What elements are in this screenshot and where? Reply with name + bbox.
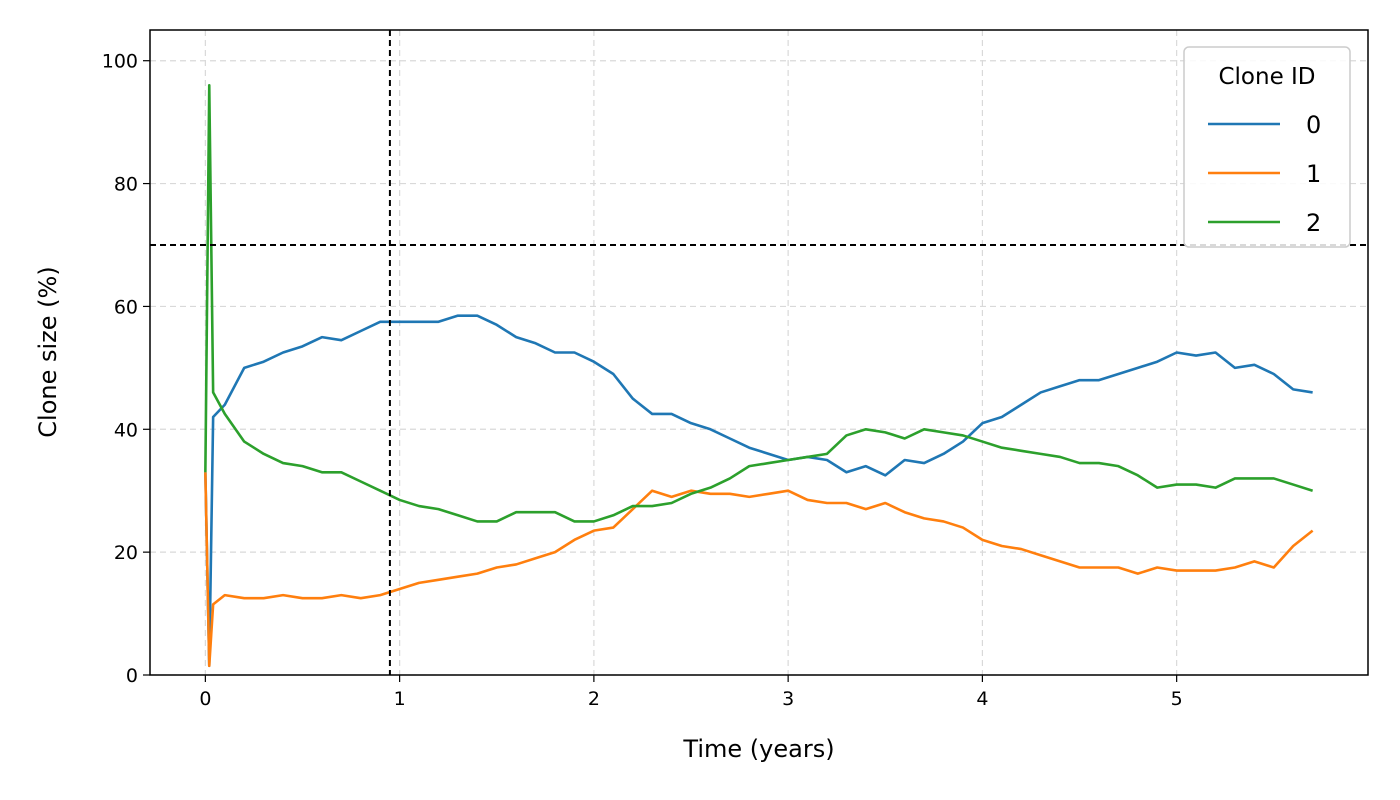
legend-label: 1 (1306, 160, 1321, 188)
legend-box (1183, 46, 1351, 248)
y-tick-label: 80 (114, 174, 138, 196)
legend-title: Clone ID (1218, 64, 1315, 90)
x-tick-label: 3 (782, 688, 794, 710)
legend-label: 0 (1306, 111, 1321, 139)
y-axis-label: Clone size (%) (34, 266, 62, 437)
series-line (204, 472, 1314, 668)
y-tick-label: 100 (102, 51, 138, 73)
x-tick-label: 1 (394, 688, 406, 710)
series-line (204, 83, 1314, 523)
x-tick-label: 2 (588, 688, 600, 710)
x-tick-label: 5 (1171, 688, 1183, 710)
plot-frame (149, 29, 1369, 676)
legend-label: 2 (1306, 209, 1321, 237)
x-tick-label: 4 (976, 688, 988, 710)
y-tick-label: 40 (114, 419, 138, 441)
y-tick-label: 0 (126, 665, 138, 687)
series-line (204, 314, 1313, 668)
x-axis-label: Time (years) (682, 735, 834, 763)
y-tick-label: 20 (114, 542, 138, 564)
x-tick-label: 0 (199, 688, 211, 710)
legend: Clone ID 0 1 2 (1183, 46, 1351, 248)
y-tick-label: 60 (114, 296, 138, 318)
